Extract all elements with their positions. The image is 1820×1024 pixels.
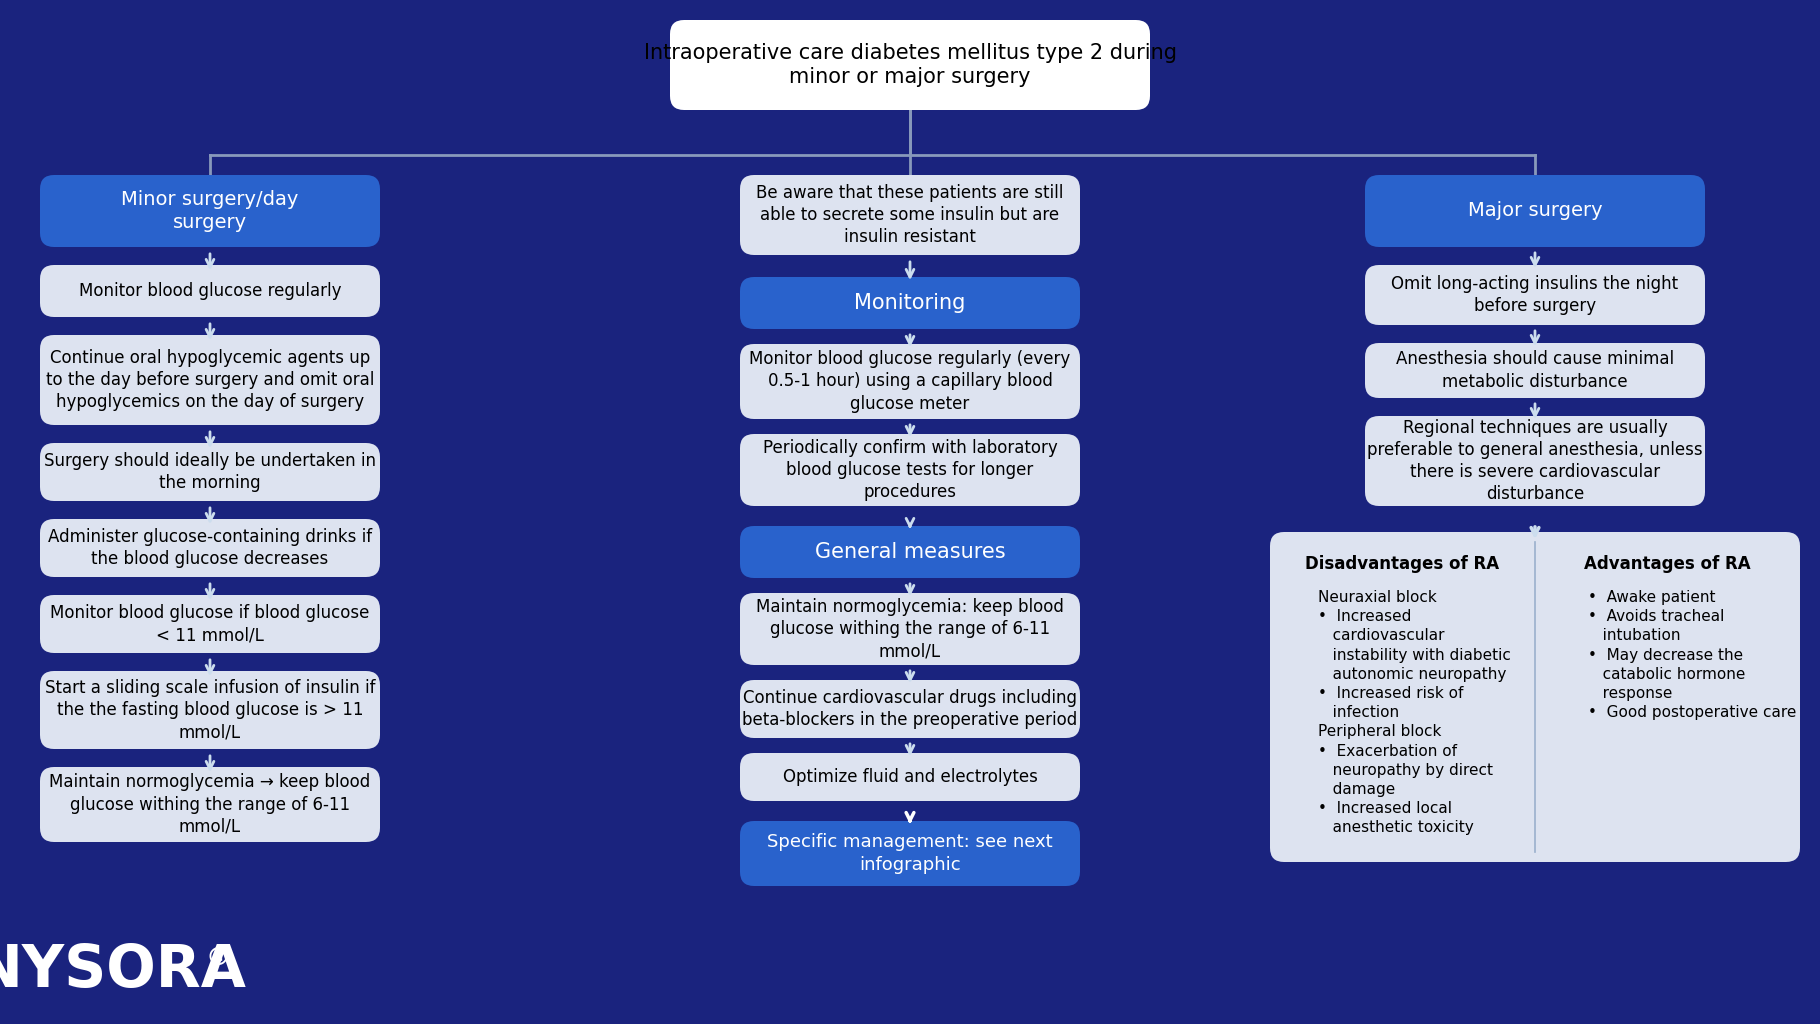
Text: Specific management: see next
infographic: Specific management: see next infographi…	[768, 834, 1052, 873]
Text: ©: ©	[206, 946, 231, 970]
Text: •  Awake patient
•  Avoids tracheal
   intubation
•  May decrease the
   catabol: • Awake patient • Avoids tracheal intuba…	[1587, 590, 1796, 720]
Text: Major surgery: Major surgery	[1467, 202, 1602, 220]
Text: Maintain normoglycemia → keep blood
glucose withing the range of 6-11
mmol/L: Maintain normoglycemia → keep blood gluc…	[49, 773, 371, 836]
Text: Regional techniques are usually
preferable to general anesthesia, unless
there i: Regional techniques are usually preferab…	[1367, 419, 1704, 504]
Text: Be aware that these patients are still
able to secrete some insulin but are
insu: Be aware that these patients are still a…	[757, 183, 1063, 246]
FancyBboxPatch shape	[40, 443, 380, 501]
Text: Continue oral hypoglycemic agents up
to the day before surgery and omit oral
hyp: Continue oral hypoglycemic agents up to …	[46, 349, 375, 412]
Text: Surgery should ideally be undertaken in
the morning: Surgery should ideally be undertaken in …	[44, 452, 377, 493]
FancyBboxPatch shape	[741, 344, 1079, 419]
FancyBboxPatch shape	[1365, 416, 1705, 506]
Text: Monitor blood glucose if blood glucose
< 11 mmol/L: Monitor blood glucose if blood glucose <…	[51, 604, 369, 644]
Text: Omit long-acting insulins the night
before surgery: Omit long-acting insulins the night befo…	[1392, 274, 1678, 315]
Text: Advantages of RA: Advantages of RA	[1583, 555, 1751, 573]
Text: General measures: General measures	[815, 542, 1005, 562]
Text: Periodically confirm with laboratory
blood glucose tests for longer
procedures: Periodically confirm with laboratory blo…	[763, 439, 1057, 501]
Text: Intraoperative care diabetes mellitus type 2 during
minor or major surgery: Intraoperative care diabetes mellitus ty…	[644, 43, 1176, 87]
FancyBboxPatch shape	[741, 680, 1079, 738]
Text: Start a sliding scale infusion of insulin if
the the fasting blood glucose is > : Start a sliding scale infusion of insuli…	[46, 679, 375, 741]
FancyBboxPatch shape	[1365, 343, 1705, 398]
FancyBboxPatch shape	[1365, 175, 1705, 247]
Text: Optimize fluid and electrolytes: Optimize fluid and electrolytes	[783, 768, 1037, 786]
FancyBboxPatch shape	[40, 595, 380, 653]
FancyBboxPatch shape	[741, 821, 1079, 886]
FancyBboxPatch shape	[741, 593, 1079, 665]
FancyBboxPatch shape	[1365, 265, 1705, 325]
Text: Monitor blood glucose regularly (every
0.5-1 hour) using a capillary blood
gluco: Monitor blood glucose regularly (every 0…	[750, 350, 1070, 413]
Text: Continue cardiovascular drugs including
beta-blockers in the preoperative period: Continue cardiovascular drugs including …	[743, 689, 1077, 729]
FancyBboxPatch shape	[741, 526, 1079, 578]
Text: Disadvantages of RA: Disadvantages of RA	[1305, 555, 1500, 573]
FancyBboxPatch shape	[741, 175, 1079, 255]
FancyBboxPatch shape	[40, 519, 380, 577]
FancyBboxPatch shape	[40, 671, 380, 749]
FancyBboxPatch shape	[1270, 532, 1800, 862]
Text: Maintain normoglycemia: keep blood
glucose withing the range of 6-11
mmol/L: Maintain normoglycemia: keep blood gluco…	[755, 598, 1065, 660]
FancyBboxPatch shape	[741, 434, 1079, 506]
Text: Anesthesia should cause minimal
metabolic disturbance: Anesthesia should cause minimal metaboli…	[1396, 350, 1674, 390]
FancyBboxPatch shape	[40, 767, 380, 842]
Text: Monitor blood glucose regularly: Monitor blood glucose regularly	[78, 282, 342, 300]
Text: Administer glucose-containing drinks if
the blood glucose decreases: Administer glucose-containing drinks if …	[47, 528, 371, 568]
Text: NYSORA: NYSORA	[0, 941, 246, 998]
Text: Minor surgery/day
surgery: Minor surgery/day surgery	[122, 189, 298, 232]
Text: Monitoring: Monitoring	[854, 293, 966, 313]
FancyBboxPatch shape	[670, 20, 1150, 110]
FancyBboxPatch shape	[40, 265, 380, 317]
FancyBboxPatch shape	[741, 753, 1079, 801]
FancyBboxPatch shape	[40, 335, 380, 425]
FancyBboxPatch shape	[40, 175, 380, 247]
FancyBboxPatch shape	[741, 278, 1079, 329]
Text: Neuraxial block
•  Increased
   cardiovascular
   instability with diabetic
   a: Neuraxial block • Increased cardiovascul…	[1318, 590, 1511, 836]
